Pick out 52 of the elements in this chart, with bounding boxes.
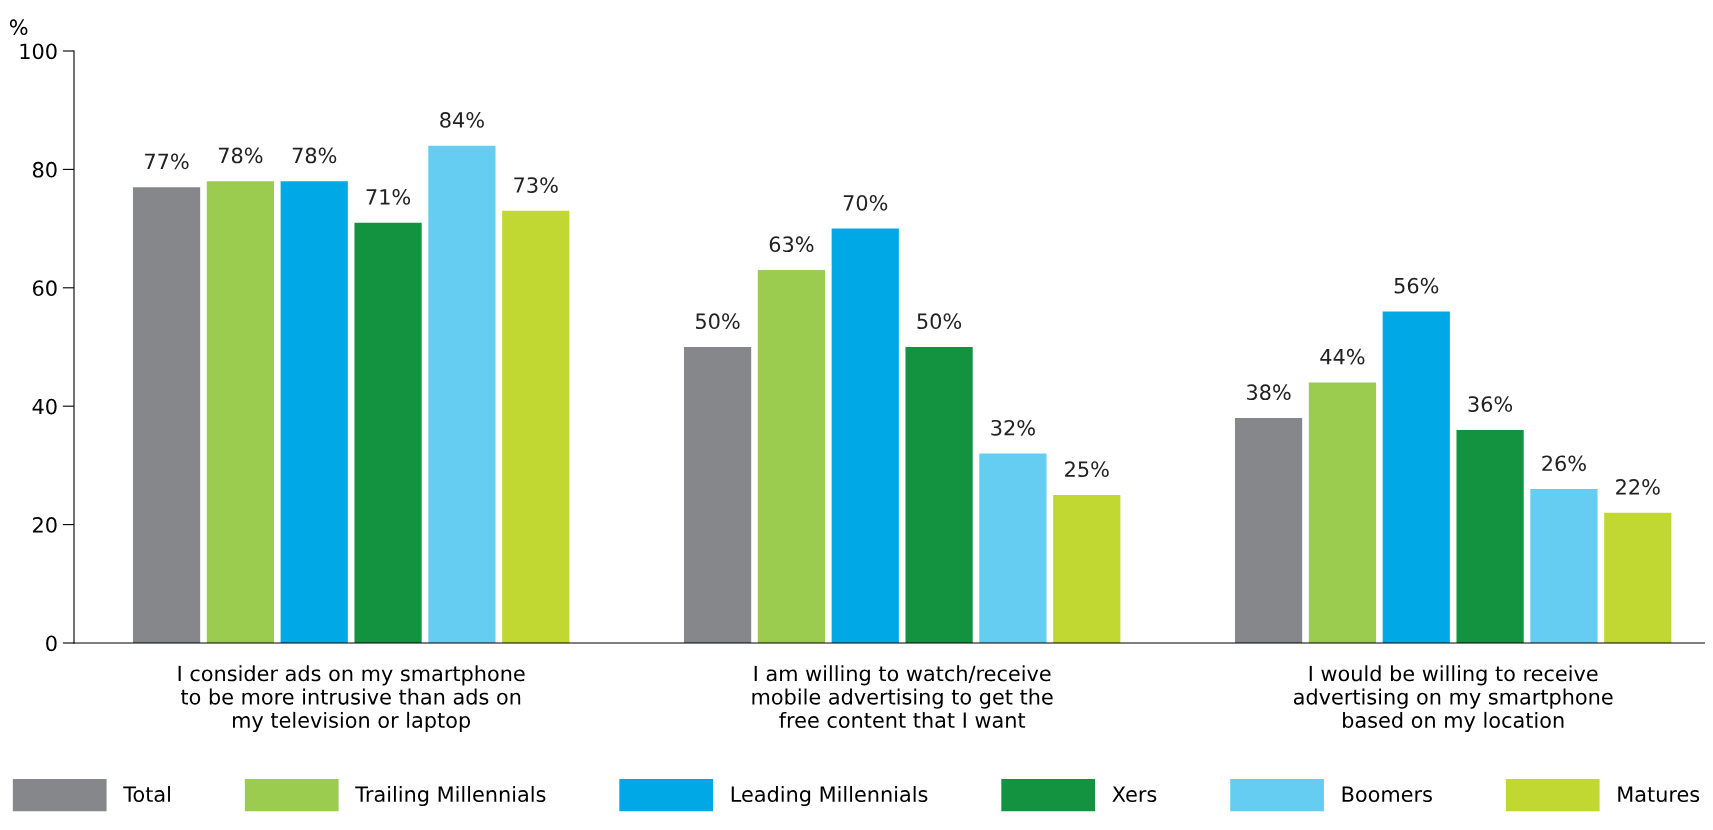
bar	[1382, 311, 1450, 643]
data-label: 26%	[1542, 455, 1586, 472]
data-label: 70%	[843, 194, 888, 211]
bar	[428, 145, 496, 643]
data-label: 73%	[514, 177, 558, 193]
data-label: 78%	[292, 147, 337, 164]
y-tick-label: 100	[20, 43, 57, 60]
y-tick-label: 0	[46, 635, 57, 652]
bar	[502, 210, 570, 643]
legend-label: Leading Millennials	[731, 785, 928, 807]
y-tick-label: 60	[32, 280, 57, 297]
x-tick-label: I would be willing to receive advertising on my smartphone based on my location	[1293, 665, 1613, 733]
bar	[979, 453, 1047, 643]
data-label: 84%	[440, 112, 484, 128]
data-label: 36%	[1468, 396, 1513, 412]
data-label: 71%	[366, 189, 411, 205]
data-label: 63%	[769, 236, 814, 253]
bar	[1604, 512, 1672, 643]
data-label: 78%	[218, 147, 263, 164]
data-label: 44%	[1320, 348, 1365, 365]
y-tick-label: 20	[33, 517, 57, 533]
y-tick-label: 80	[32, 161, 57, 178]
x-tick-label: I consider ads on my smartphone to be more intrusive than ads on my television or laptop	[178, 665, 525, 733]
bar	[1053, 495, 1121, 643]
bar	[1530, 489, 1598, 643]
bar	[206, 181, 275, 643]
bar	[280, 181, 348, 643]
bar	[1456, 429, 1524, 643]
bar	[1308, 382, 1377, 643]
data-label: 32%	[991, 419, 1035, 436]
x-tick-label: I am willing to watch/receive mobile advertising to get the free content that I want	[752, 665, 1053, 729]
legend-label: Trailing Millennials	[355, 785, 546, 807]
legend-label: Xers	[1112, 786, 1157, 803]
bar	[1234, 418, 1303, 643]
data-label: 22%	[1616, 479, 1660, 495]
bar	[132, 187, 201, 643]
bar	[683, 347, 752, 643]
legend-label: Boomers	[1342, 786, 1432, 803]
legend-label: Matures	[1618, 786, 1700, 803]
legend-label: Total	[123, 785, 170, 803]
data-label: 77%	[145, 153, 189, 170]
bar	[354, 222, 422, 643]
data-label: 56%	[1394, 277, 1439, 294]
y-axis-title: %	[9, 19, 28, 36]
data-label: 50%	[917, 313, 962, 330]
bar	[757, 270, 826, 643]
bar	[831, 228, 899, 643]
data-label: 50%	[696, 313, 740, 330]
bar	[905, 347, 973, 643]
data-label: 38%	[1247, 384, 1291, 401]
data-label: 25%	[1065, 461, 1109, 478]
y-tick-label: 40	[32, 398, 57, 415]
